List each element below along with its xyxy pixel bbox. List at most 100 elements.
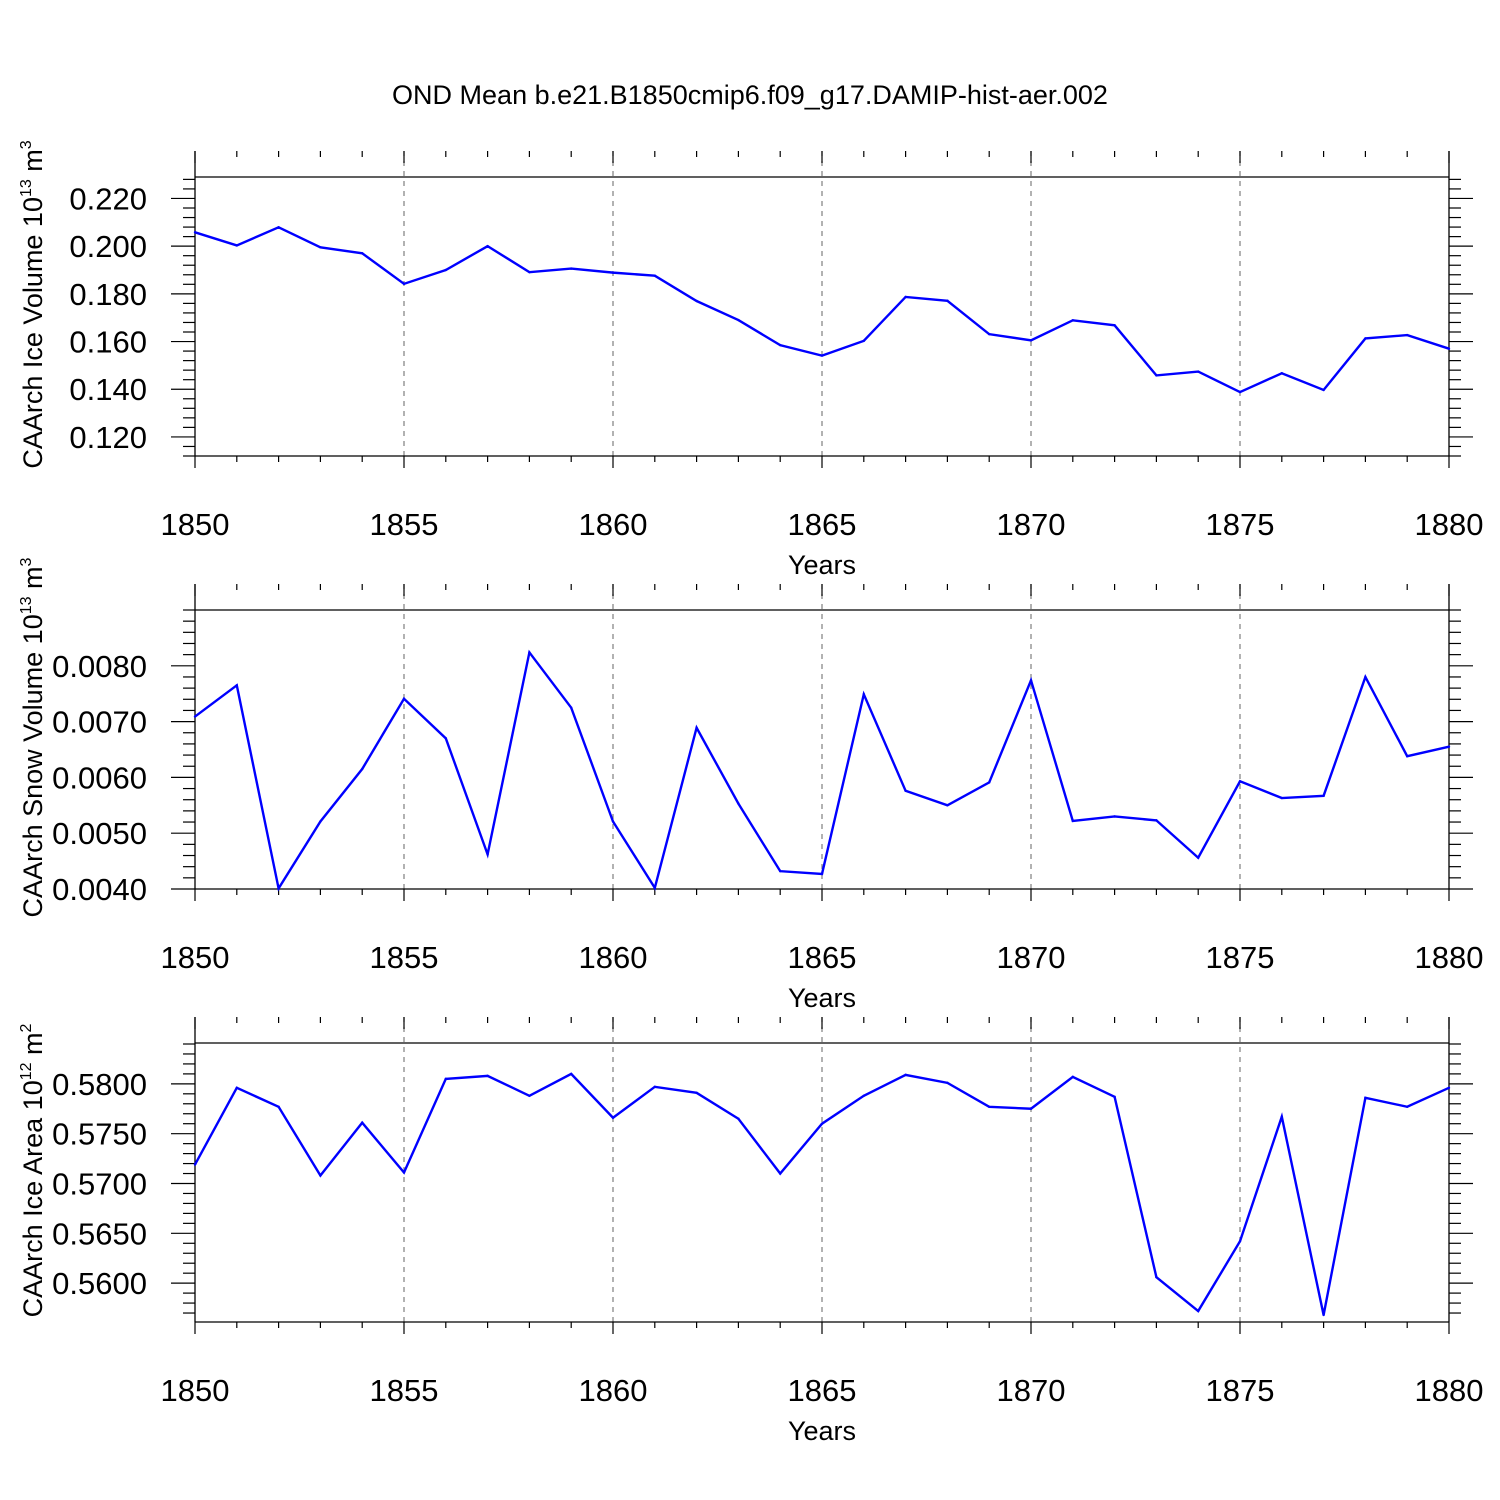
x-tick-label: 1870	[997, 1373, 1066, 1408]
y-axis-label-part: CAArch Ice Volume 10	[18, 197, 48, 469]
data-point	[946, 299, 949, 302]
data-point	[193, 1163, 197, 1166]
data-point	[1197, 1309, 1200, 1313]
x-tick-label: 1850	[161, 1373, 230, 1408]
data-point	[1322, 1313, 1325, 1317]
data-point	[1155, 819, 1158, 822]
y-tick-label: 0.5650	[52, 1216, 147, 1251]
x-tick-label: 1855	[370, 1373, 439, 1408]
data-point	[1406, 333, 1409, 337]
data-point	[1280, 372, 1284, 375]
data-point	[235, 244, 238, 247]
y-axis-label-part: m	[18, 149, 48, 179]
data-point	[611, 1116, 615, 1119]
data-point	[235, 684, 238, 687]
data-point	[319, 246, 322, 249]
y-tick-label: 0.180	[69, 277, 147, 312]
data-point	[528, 1094, 531, 1098]
x-tick-label: 1875	[1206, 507, 1275, 542]
data-point	[653, 274, 656, 277]
data-point	[319, 1174, 322, 1177]
data-point	[1447, 745, 1451, 748]
x-tick-label: 1860	[579, 507, 648, 542]
data-point	[1406, 754, 1409, 758]
data-point	[1447, 347, 1451, 350]
data-point	[1406, 1105, 1409, 1108]
data-point	[1071, 319, 1075, 322]
y-axis-label-part: m	[18, 566, 48, 596]
data-point	[1364, 675, 1367, 679]
data-point	[1113, 1095, 1116, 1099]
data-point	[277, 887, 280, 890]
data-point	[361, 1121, 364, 1124]
data-point	[862, 1094, 865, 1098]
x-tick-label: 1850	[161, 507, 230, 542]
data-point	[1238, 1240, 1242, 1243]
x-tick-label: 1880	[1415, 940, 1484, 975]
y-axis-label-exponent: 13	[18, 596, 35, 614]
panel-ice-area: 1850 1855 1860 1865 1870 1875 1880 0.5600 0.5650…	[18, 1017, 1483, 1446]
data-point	[1029, 339, 1033, 342]
data-point	[361, 767, 364, 771]
x-tick-label: 1850	[161, 940, 230, 975]
y-tick-label: 0.0060	[52, 760, 147, 795]
data-point	[779, 869, 782, 873]
data-point	[1155, 374, 1158, 377]
y-tick-label: 0.5600	[52, 1266, 147, 1301]
y-axis-label-exponent: 3	[18, 557, 35, 566]
data-point	[444, 737, 447, 740]
y-axis-label-exponent: 3	[18, 140, 35, 149]
x-axis-label: Years	[788, 983, 856, 1013]
data-point	[946, 804, 949, 807]
data-point	[1238, 780, 1242, 783]
data-point	[570, 1072, 573, 1076]
panel-ice-volume: 1850 1855 1860 1865 1870 1875 1880 0.120 0.140 0.…	[18, 140, 1483, 580]
data-point	[1280, 1115, 1284, 1118]
data-point	[1364, 337, 1367, 340]
data-point	[1029, 1107, 1033, 1110]
y-tick-label: 0.160	[69, 325, 147, 360]
y-tick-label: 0.5800	[52, 1067, 147, 1102]
x-tick-label: 1855	[370, 507, 439, 542]
y-tick-label: 0.0070	[52, 705, 147, 740]
data-point	[737, 318, 740, 322]
panel-snow-volume: 1850 1855 1860 1865 1870 1875 1880 0.0040 0.0050…	[18, 557, 1483, 1013]
data-point	[820, 354, 824, 357]
data-point	[946, 1081, 949, 1085]
x-tick-label: 1880	[1415, 1373, 1484, 1408]
y-tick-label: 0.140	[69, 372, 147, 407]
x-tick-label: 1875	[1206, 1373, 1275, 1408]
data-point	[1113, 324, 1116, 327]
y-axis-label-exponent: 2	[18, 1023, 35, 1032]
x-tick-label: 1870	[997, 940, 1066, 975]
data-point	[486, 244, 489, 248]
data-point	[1071, 819, 1075, 823]
y-tick-label: 0.5700	[52, 1166, 147, 1201]
data-point	[444, 1077, 447, 1081]
data-point	[402, 1171, 406, 1174]
data-point	[193, 715, 197, 718]
data-point	[319, 820, 322, 823]
data-point	[988, 332, 991, 336]
x-tick-label: 1865	[788, 507, 857, 542]
data-point	[820, 872, 824, 876]
data-point	[1029, 679, 1033, 682]
data-point	[988, 781, 991, 784]
data-point	[1364, 1096, 1367, 1100]
data-point	[695, 1091, 698, 1095]
data-point	[193, 231, 197, 234]
data-point	[1197, 370, 1200, 373]
data-point	[1197, 856, 1200, 859]
data-point	[1155, 1275, 1158, 1279]
x-tick-label: 1870	[997, 507, 1066, 542]
data-point	[862, 693, 865, 696]
data-point	[904, 1073, 907, 1077]
y-axis-label-exponent: 13	[18, 179, 35, 197]
y-axis-label-exponent: 12	[18, 1062, 35, 1080]
x-tick-label: 1860	[579, 1373, 648, 1408]
data-point	[737, 802, 740, 805]
data-point	[570, 267, 573, 270]
x-tick-label: 1855	[370, 940, 439, 975]
